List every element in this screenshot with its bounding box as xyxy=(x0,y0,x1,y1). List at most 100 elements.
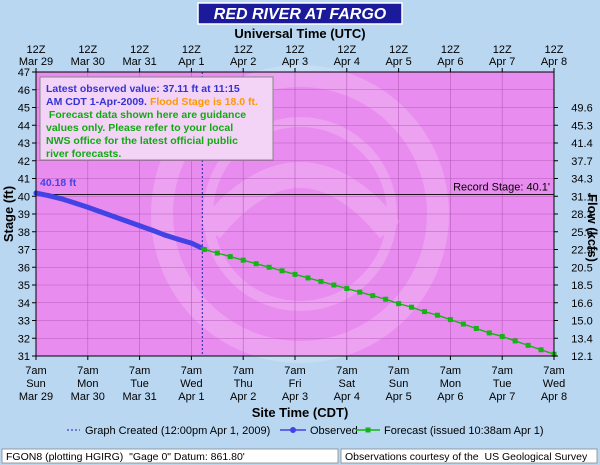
forecast-point xyxy=(460,321,466,327)
bottom-tick-day: Mon xyxy=(77,378,98,390)
forecast-point xyxy=(512,338,518,344)
right-tick-label: 18.5 xyxy=(571,280,592,292)
forecast-point xyxy=(357,289,363,295)
info-line-3: Forecast data shown here are guidance xyxy=(46,109,246,121)
bottom-tick-date: Apr 6 xyxy=(437,391,463,403)
bottom-tick-day: Tue xyxy=(493,378,512,390)
top-tick-label: 12Z xyxy=(441,44,460,56)
bottom-tick-day: Sun xyxy=(26,378,46,390)
left-tick-label: 41 xyxy=(18,174,30,186)
left-tick-label: 31 xyxy=(18,351,30,363)
left-tick-label: 33 xyxy=(18,316,30,328)
footer-right-box xyxy=(340,448,598,464)
forecast-point xyxy=(422,309,427,315)
top-tick-date: Mar 29 xyxy=(19,56,53,68)
forecast-point xyxy=(279,268,285,274)
bottom-tick-day: Tue xyxy=(130,378,149,390)
forecast-point xyxy=(305,275,311,281)
bottom-tick-date: Apr 5 xyxy=(385,391,411,403)
top-tick-date: Apr 7 xyxy=(489,56,515,68)
forecast-point xyxy=(344,286,350,292)
info-line-5: NWS office for the latest official publi… xyxy=(46,135,238,147)
observed-point xyxy=(188,240,194,246)
right-tick-label: 16.6 xyxy=(571,298,592,310)
info-line-1: Latest observed value: 37.11 ft at 11:15 xyxy=(46,83,240,95)
bottom-tick-date: Apr 1 xyxy=(178,391,204,403)
right-tick-label: 22.9 xyxy=(571,245,592,257)
info-line-6: river forecasts. xyxy=(46,148,121,160)
forecast-point xyxy=(538,347,544,353)
top-tick-label: 12Z xyxy=(286,44,305,56)
top-tick-date: Apr 4 xyxy=(334,56,360,68)
info-box: Latest observed value: 37.11 ft at 11:15… xyxy=(39,76,274,161)
bottom-tick-time: 7am xyxy=(129,365,150,377)
bottom-tick-day: Thu xyxy=(234,378,253,390)
top-tick-label: 12Z xyxy=(337,44,356,56)
bottom-tick-date: Apr 7 xyxy=(489,391,515,403)
forecast-point xyxy=(434,312,440,318)
left-tick-label: 44 xyxy=(18,120,30,132)
observed-point xyxy=(85,204,91,210)
bottom-tick-day: Wed xyxy=(543,378,565,390)
bottom-tick-day: Wed xyxy=(180,378,202,390)
observed-point xyxy=(59,196,65,202)
legend-marker-forecast xyxy=(365,427,371,433)
info-line-4: values only. Please refer to your local xyxy=(46,122,233,134)
left-tick-label: 47 xyxy=(18,67,30,79)
top-tick-label: 12Z xyxy=(545,44,564,56)
legend-label-created: Graph Created (12:00pm Apr 1, 2009) xyxy=(85,425,270,437)
bottom-tick-date: Mar 29 xyxy=(19,391,53,403)
observed-point xyxy=(137,223,143,229)
forecast-point xyxy=(240,257,246,263)
observed-start-label: 40.18 ft xyxy=(40,177,77,189)
left-tick-label: 45 xyxy=(18,103,30,115)
forecast-point xyxy=(318,278,324,284)
bottom-tick-time: 7am xyxy=(543,365,564,377)
forecast-point xyxy=(486,330,492,336)
top-tick-label: 12Z xyxy=(234,44,253,56)
top-tick-date: Apr 1 xyxy=(178,56,204,68)
right-tick-label: 25.6 xyxy=(571,227,592,239)
observed-point xyxy=(98,209,104,215)
footer-left: FGON8 (plotting HGIRG) "Gage 0" Datum: 8… xyxy=(6,451,245,463)
footer-left-box xyxy=(1,448,339,464)
bottom-tick-date: Apr 2 xyxy=(230,391,256,403)
info-line-2a: AM CDT 1-Apr-2009. xyxy=(46,96,147,108)
observed-point xyxy=(124,218,130,224)
top-tick-label: 12Z xyxy=(27,44,46,56)
right-axis-title: Flow (kcfs) xyxy=(585,194,600,262)
bottom-tick-date: Mar 31 xyxy=(122,391,156,403)
forecast-point xyxy=(370,293,376,299)
legend-label-observed: Observed xyxy=(310,425,358,437)
observed-point xyxy=(111,213,117,219)
bottom-tick-time: 7am xyxy=(232,365,253,377)
left-tick-label: 40 xyxy=(18,191,30,203)
series-layer: 40.18 ft xyxy=(33,177,557,357)
bottom-tick-time: 7am xyxy=(284,365,305,377)
right-tick-label: 41.4 xyxy=(571,138,592,150)
bottom-axis-title: Site Time (CDT) xyxy=(252,405,349,420)
bottom-tick-date: Apr 4 xyxy=(334,391,360,403)
bottom-tick-time: 7am xyxy=(336,365,357,377)
top-tick-label: 12Z xyxy=(493,44,512,56)
left-tick-label: 32 xyxy=(18,333,30,345)
bottom-tick-time: 7am xyxy=(77,365,98,377)
legend: Graph Created (12:00pm Apr 1, 2009) Obser… xyxy=(67,425,544,437)
chart-title: RED RIVER AT FARGO xyxy=(214,6,387,23)
left-axis-title: Stage (ft) xyxy=(1,186,16,242)
observed-point xyxy=(163,232,168,238)
title-bar xyxy=(197,2,403,25)
top-tick-date: Apr 5 xyxy=(385,56,411,68)
right-tick-label: 45.3 xyxy=(571,120,592,132)
forecast-point xyxy=(447,317,453,323)
bottom-tick-date: Apr 3 xyxy=(282,391,308,403)
bottom-tick-date: Apr 8 xyxy=(541,391,567,403)
top-tick-date: Apr 6 xyxy=(437,56,463,68)
bottom-tick-day: Mon xyxy=(440,378,461,390)
forecast-point xyxy=(266,264,272,270)
left-tick-label: 34 xyxy=(18,298,30,310)
legend-label-forecast: Forecast (issued 10:38am Apr 1) xyxy=(384,425,544,437)
bottom-tick-date: Mar 30 xyxy=(71,391,105,403)
left-tick-label: 36 xyxy=(18,262,30,274)
